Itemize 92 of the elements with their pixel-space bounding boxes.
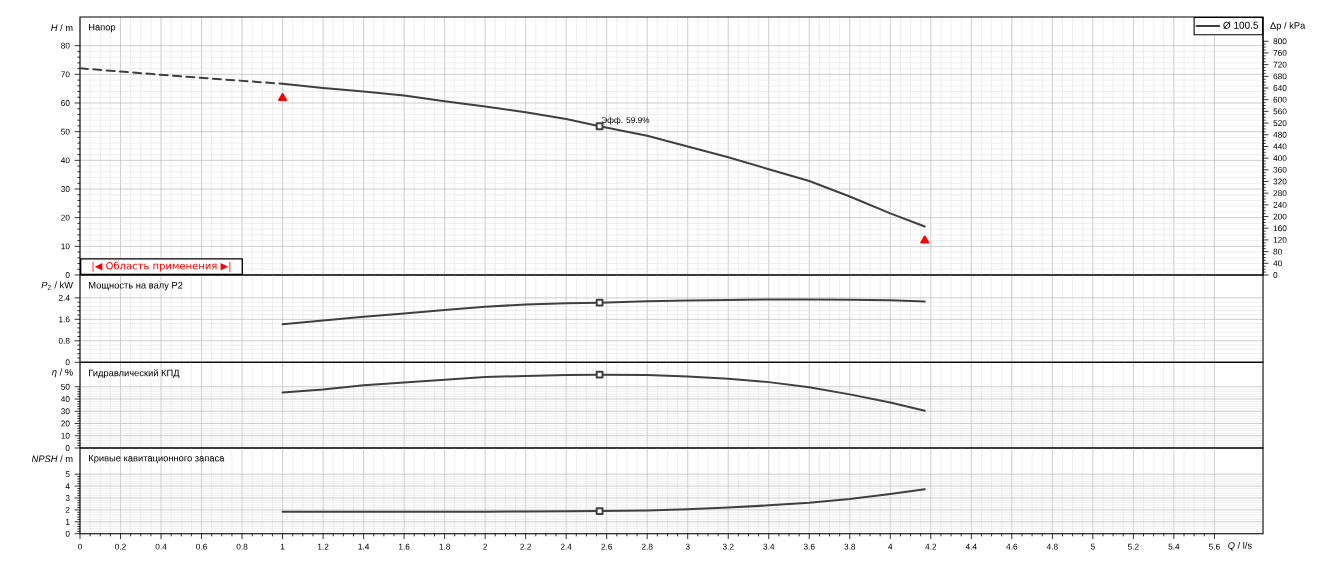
y-tick-label: 0 [65, 359, 70, 366]
x-tick-label: 5.4 [1168, 543, 1180, 550]
x-tick-label: 5 [1090, 543, 1095, 550]
y-tick-label: 3 [65, 495, 70, 501]
x-tick-label: 4 [888, 543, 893, 550]
x-tick-label: 0.6 [196, 543, 207, 550]
x-tick-label: 3 [685, 543, 690, 550]
point [595, 122, 604, 131]
y-axis-title: P$_{2}$ / kW [41, 281, 74, 290]
y-axis-title: H / m [51, 24, 73, 32]
y-tick-label: 5 [65, 471, 70, 478]
x-tick-label: 4.2 [925, 543, 937, 550]
y2-tick-label: 640 [1273, 85, 1287, 91]
y-tick-label: 2 [65, 507, 70, 513]
x-tick-label: 0.4 [155, 543, 167, 550]
x-tick-label: 1.8 [439, 543, 451, 550]
y2-tick-label: 80 [1273, 248, 1282, 255]
y-tick-label: 2.4 [58, 294, 70, 301]
y2-tick-label: 760 [1273, 50, 1287, 56]
y-tick-label: 60 [61, 100, 70, 106]
y-tick-label: 10 [61, 432, 70, 439]
text: Кривые кавитационного запаса [89, 454, 225, 464]
y2-axis-title: Δp / kPa [1270, 21, 1306, 31]
y2-tick-label: 800 [1273, 38, 1287, 45]
x-tick-label: 1 [280, 543, 285, 550]
y-tick-label: 0 [65, 445, 70, 451]
x-tick-label: 3.8 [844, 543, 856, 550]
y-tick-label: 30 [61, 186, 70, 192]
x-tick-label: 0.8 [236, 543, 248, 550]
y2-tick-label: 120 [1273, 237, 1287, 243]
x-tick-label: 5.2 [1127, 543, 1139, 550]
y2-tick-label: 560 [1273, 108, 1287, 115]
x-tick-label: 1.4 [358, 543, 370, 550]
y-tick-label: 40 [60, 157, 70, 164]
y2-tick-label: 720 [1273, 61, 1287, 68]
y-tick-label: 0.8 [58, 337, 70, 344]
x-tick-label: 4.8 [1046, 543, 1058, 550]
y2-tick-label: 600 [1273, 96, 1287, 103]
x-tick-label: 3.4 [763, 543, 775, 550]
text: Гидравлический КПД [89, 369, 180, 379]
point [278, 93, 288, 102]
y-tick-label: 30 [61, 408, 70, 415]
y-axis-title: η / % [51, 368, 73, 378]
y2-tick-label: 360 [1273, 166, 1287, 173]
y-tick-label: 50 [61, 383, 70, 390]
y-axis-title: NPSH / m [31, 455, 73, 463]
y2-tick-label: 680 [1273, 73, 1287, 80]
annotation: |◀ Область применения ▶| [92, 261, 231, 272]
x-tick-label: 3.6 [803, 543, 815, 550]
x-tick-label: 2.6 [601, 543, 613, 550]
y-tick-label: 0 [65, 272, 70, 278]
y-tick-label: 70 [61, 71, 70, 78]
y-tick-label: 20 [61, 420, 70, 427]
annotation: Эфф. 59.9% [601, 116, 650, 125]
line-series [281, 298, 926, 326]
y-tick-label: 1 [65, 518, 70, 525]
y-tick-label: 50 [61, 128, 70, 135]
x-tick-label: 2.4 [560, 543, 572, 550]
x-tick-label: 0 [78, 543, 82, 550]
x-tick-label: 0.2 [115, 543, 126, 550]
y-tick-label: 4 [65, 483, 70, 489]
legend-label: Ø 100.5 [1223, 21, 1259, 29]
y2-tick-label: 240 [1273, 201, 1287, 208]
y2-tick-label: 440 [1273, 143, 1287, 150]
y2-tick-label: 520 [1273, 120, 1287, 126]
y2-tick-label: 320 [1273, 178, 1287, 185]
x-tick-label: 2.2 [520, 543, 531, 550]
y-tick-label: 40 [60, 396, 70, 402]
y2-tick-label: 0 [1273, 272, 1278, 278]
x-tick-label: 1.6 [399, 543, 410, 550]
y2-tick-label: 160 [1273, 225, 1287, 232]
y2-tick-label: 280 [1273, 190, 1287, 197]
x-tick-label: 4.4 [965, 543, 977, 550]
x-tick-label: 2.8 [641, 543, 653, 550]
text: Напор [89, 23, 116, 33]
x-tick-label: 3.2 [722, 543, 734, 550]
y2-tick-label: 40 [1273, 260, 1282, 267]
x-tick-label: 1.2 [317, 543, 329, 550]
y2-tick-label: 480 [1273, 131, 1287, 138]
y-tick-label: 10 [61, 243, 70, 250]
y-tick-label: 80 [61, 42, 70, 49]
y2-tick-label: 400 [1273, 155, 1287, 162]
y-tick-label: 0 [65, 530, 70, 537]
y-tick-label: 1.6 [59, 316, 70, 323]
x-tick-label: 4.6 [1006, 543, 1018, 550]
point [920, 235, 930, 244]
y2-tick-label: 200 [1273, 213, 1287, 220]
x-tick-label: 2 [483, 543, 488, 550]
text: Мощность на валу P2 [89, 281, 183, 291]
x-axis-title: Q / l/s [1228, 541, 1252, 551]
x-tick-label: 5.6 [1209, 543, 1220, 550]
y-tick-label: 20 [61, 214, 70, 221]
